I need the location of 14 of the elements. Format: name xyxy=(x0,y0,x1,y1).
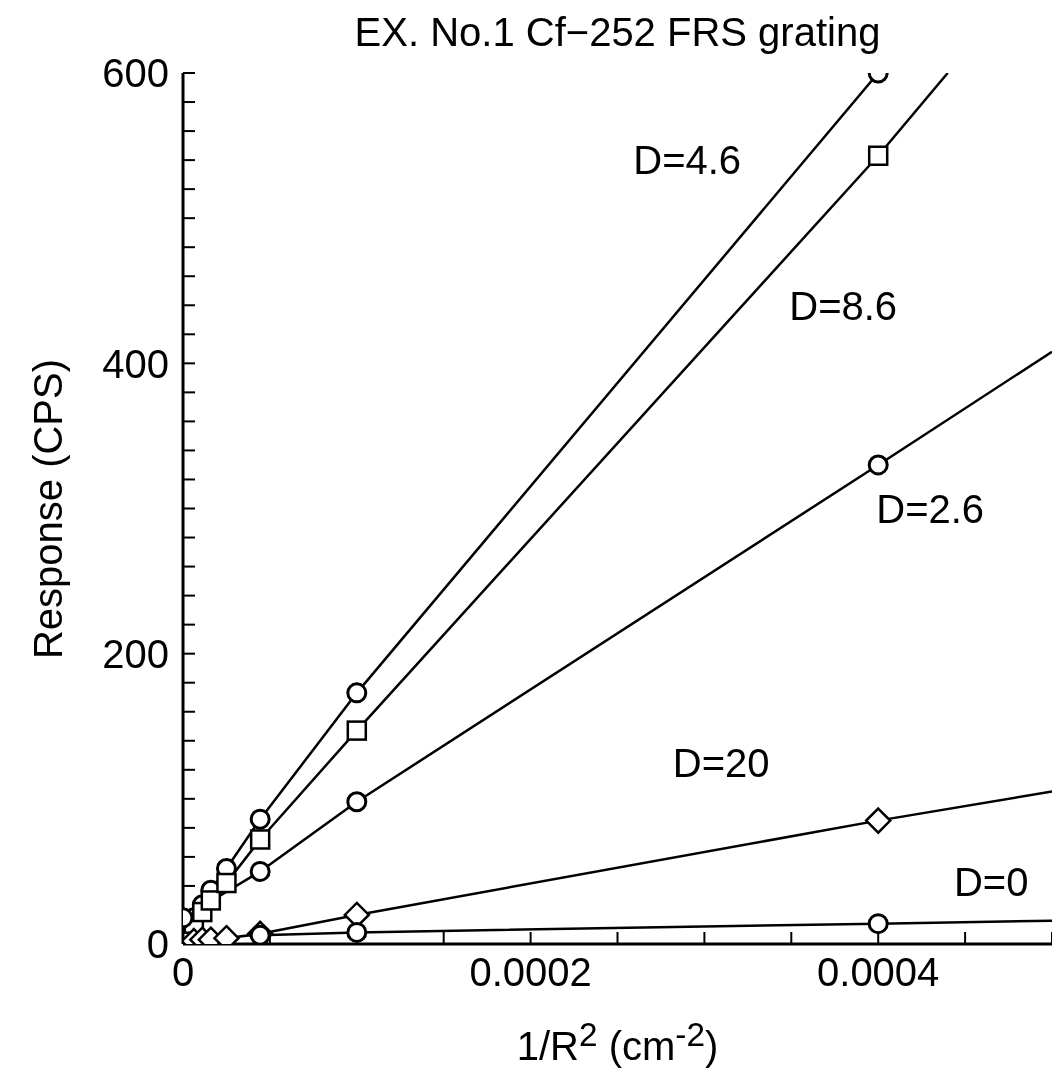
series-label: D=4.6 xyxy=(633,137,742,183)
y-axis-title: Response (CPS) xyxy=(25,358,71,659)
y-tick-label: 200 xyxy=(102,631,169,676)
series-label: D=0 xyxy=(953,859,1029,905)
series-label: D=2.6 xyxy=(876,486,985,532)
series-label: D=8.6 xyxy=(789,283,898,329)
series-label: D=20 xyxy=(672,740,770,786)
x-axis-title: 1/R$^{2}$ (cm$^{-2}$) xyxy=(515,1016,720,1070)
y-tick-label: 400 xyxy=(102,341,169,386)
chart-title: EX. No.1 Cf−252 FRS grating xyxy=(353,10,882,55)
y-tick-label: 0 xyxy=(146,922,169,967)
x-tick-label: 0.0004 xyxy=(817,950,940,995)
x-tick-label: 0.0002 xyxy=(469,950,592,995)
y-tick-label: 600 xyxy=(102,51,169,96)
